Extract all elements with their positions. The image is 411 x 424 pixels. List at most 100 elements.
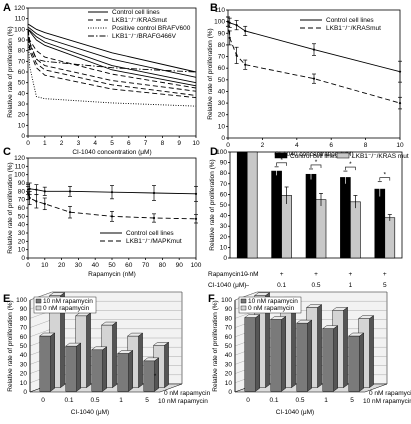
panel-f-legend-swatch <box>240 305 247 311</box>
panel-b-legend-label: LKB1⁻/⁻/KRASmut <box>326 25 381 32</box>
panel-c-ytick-label: 0 <box>21 255 25 262</box>
panel-c-xtick-label: 100 <box>191 262 202 269</box>
panel-e-annotation-star: * <box>154 373 157 380</box>
panel-e-legend-label: 0 nM rapamycin <box>43 305 90 312</box>
panel-a-ytick-label: 60 <box>18 69 26 76</box>
panel-d-significance-bracket <box>310 164 322 168</box>
panel-b-ytick-label: 0 <box>221 135 225 142</box>
panel-d-rapamycin-sign: + <box>383 271 387 278</box>
panel-f-bar-side <box>359 332 364 392</box>
panel-f-xtick-label: 0 <box>246 397 250 404</box>
panel-d-bar <box>350 201 361 259</box>
panel-b-ytick-label: 100 <box>214 19 225 26</box>
panel-b-data-point <box>228 21 231 24</box>
panel-f-bar-front <box>244 317 256 392</box>
panel-c-ytick-label: 100 <box>14 172 25 179</box>
panel-c-data-point <box>194 192 198 195</box>
panel-b-ytick-label: 50 <box>218 77 226 84</box>
panel-c-xtick-label: 0 <box>26 262 30 269</box>
panel-e-ytick-label: 80 <box>20 315 28 322</box>
panel-c-xtick-label: 70 <box>142 262 150 269</box>
panel-a-ytick-label: 120 <box>14 5 25 12</box>
panel-a-ytick-label: 100 <box>14 26 25 33</box>
panel-b-data-point <box>226 20 230 23</box>
panel-e-ytick-label: 20 <box>20 371 28 378</box>
panel-c-xtick-label: 90 <box>176 262 184 269</box>
panel-e-ytick-label: 50 <box>20 343 28 350</box>
panel-a-xtick-label: 10 <box>192 140 200 147</box>
panel-a-series-line <box>27 28 197 84</box>
panel-b-panel-letter: B <box>210 2 218 14</box>
panel-a-series-line <box>27 29 197 96</box>
panel-b-xtick-label: 10 <box>396 142 404 149</box>
panel-f-ytick-label: 60 <box>225 334 233 341</box>
panel-f-xtick-label: 5 <box>350 397 354 404</box>
panel-c-series-line <box>27 188 197 195</box>
panel-c-data-point <box>35 200 38 203</box>
panel-e-bar-side <box>86 312 91 389</box>
panel-a-series-line <box>27 26 197 78</box>
panel-e-bar-side <box>138 332 143 389</box>
panel-d-panel-letter: D <box>210 146 218 158</box>
panel-f-bar-side <box>333 325 338 392</box>
panel-f-ytick-label: 90 <box>225 306 233 313</box>
panel-b-data-point <box>228 36 231 40</box>
panel-f-bar-front <box>322 328 334 392</box>
panel-c-xtick-label: 60 <box>125 262 133 269</box>
panel-a-xtick-label: 7 <box>144 140 148 147</box>
panel-c-data-point <box>43 190 46 193</box>
panel-d-significance-bracket <box>276 162 287 166</box>
panel-b-data-point <box>312 48 316 51</box>
panel-e-bar-front <box>91 349 103 392</box>
panel-b-ytick-label: 30 <box>218 100 226 107</box>
panel-e-xtick-label: 0.1 <box>64 397 73 404</box>
panel-d-ytick-label: 70 <box>220 181 228 188</box>
panel-f-bar-front <box>270 319 282 392</box>
panel-f-xtick-label: 0.5 <box>295 397 304 404</box>
panel-e-bar-side <box>76 342 81 392</box>
panel-a-xtick-label: 4 <box>93 140 97 147</box>
panel-c-ylabel: Relative rate of proliferation (%) <box>7 162 14 253</box>
panel-e-xtick-label: 0.5 <box>90 397 99 404</box>
panel-b-xlabel: CI-1040 concentration (μM) <box>274 151 353 158</box>
panel-e-bar-side <box>164 341 169 389</box>
panel-b-ytick-label: 90 <box>218 30 226 37</box>
panel-d-ytick-label: 90 <box>220 160 228 167</box>
panel-b-xtick-label: 2 <box>261 142 265 149</box>
panel-f-bar-side <box>255 314 260 392</box>
panel-c-xtick-label: 30 <box>75 262 83 269</box>
panel-b-data-point <box>398 101 402 105</box>
panel-a-ytick-label: 10 <box>18 122 26 129</box>
panel-e-bar-front <box>65 345 77 392</box>
panel-c-data-point <box>26 191 30 195</box>
panel-c-legend-label: Control cell lines <box>126 230 174 237</box>
panel-c-data-point <box>68 190 72 193</box>
panel-a-ytick-label: 0 <box>21 133 25 140</box>
panel-b-data-point <box>235 24 238 27</box>
panel-f-bar-front <box>348 335 360 392</box>
panel-c-xtick-label: 40 <box>92 262 100 269</box>
panel-b-ytick-label: 10 <box>218 123 226 130</box>
panel-a-xtick-label: 8 <box>161 140 165 147</box>
panel-e-ylabel: Relative rate of proliferation (%) <box>7 300 14 391</box>
panel-d-significance-bracket <box>379 177 391 181</box>
panel-c-panel-letter: C <box>3 146 11 158</box>
panel-a-ytick-label: 110 <box>15 16 26 23</box>
panel-a-ytick-label: 70 <box>18 58 26 65</box>
panel-d-ytick-label: 30 <box>220 223 228 230</box>
panel-e-ytick-label: 10 <box>20 380 28 387</box>
panel-d-rapamycin-sign: + <box>314 271 318 278</box>
panel-c-data-point <box>110 215 114 218</box>
panel-d-significance-bracket <box>345 166 356 171</box>
panel-b-data-point <box>398 70 402 73</box>
panel-d-bar <box>246 151 258 259</box>
panel-e-legend-box <box>33 296 97 314</box>
panel-f-bar-side <box>281 316 286 392</box>
panel-e-panel-letter: E <box>3 293 10 305</box>
panel-f-xtick-label: 1 <box>324 397 328 404</box>
panel-f-bar-front <box>296 322 308 392</box>
panel-d-bar <box>281 195 292 259</box>
panel-f-ytick-label: 80 <box>225 315 233 322</box>
panel-f-xlabel: CI-1040 (μM) <box>276 409 314 416</box>
panel-d-rapamycin-sign: + <box>349 271 353 278</box>
